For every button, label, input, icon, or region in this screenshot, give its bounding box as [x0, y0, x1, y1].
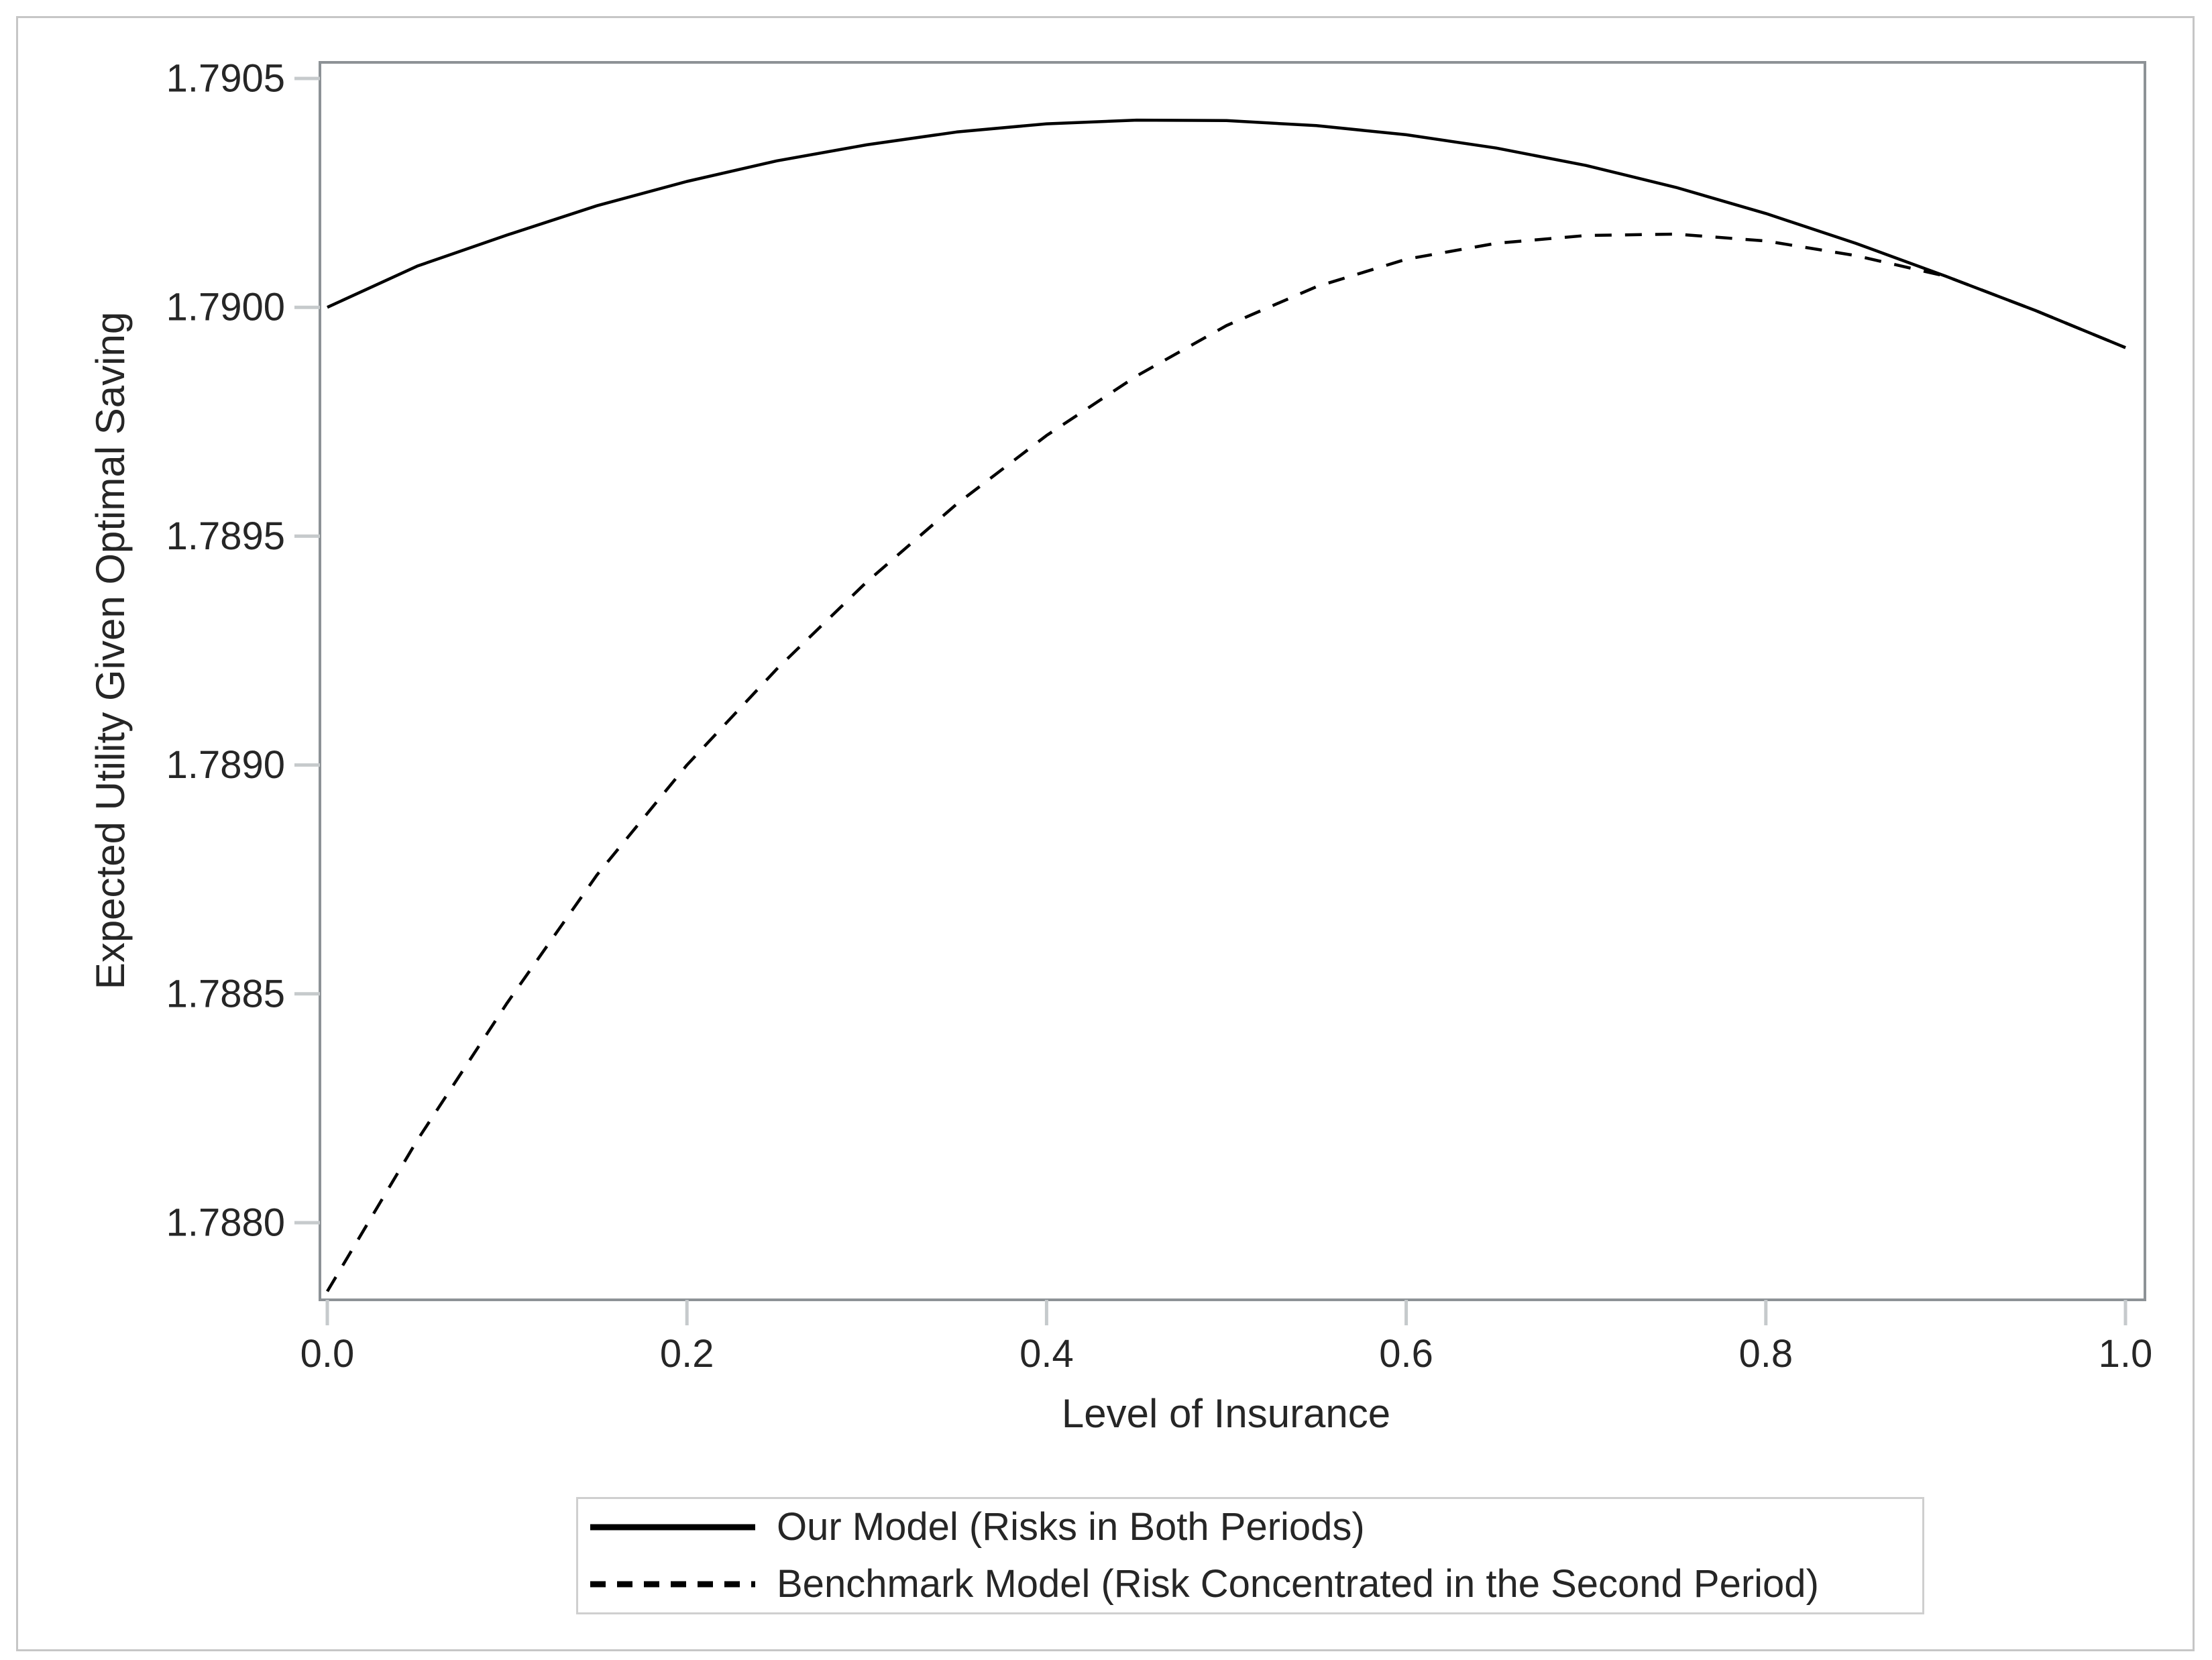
y-axis-tick-label: 1.7885	[166, 972, 285, 1015]
axis-tick-labels: 1.7880 1.7885 1.7890 1.7895 1.7900 1.7905 0.0 0…	[166, 57, 2153, 1376]
x-axis-tick-label: 0.6	[1379, 1332, 1433, 1376]
y-axis-tick-label: 1.7895	[166, 514, 285, 558]
y-axis-tick-label: 1.7905	[166, 57, 285, 101]
series-line-benchmark-model	[326, 232, 2126, 1292]
series-line-our-model	[327, 118, 2126, 349]
legend: Our Model (Risks in Both Periods) Benchm…	[576, 1497, 1924, 1614]
legend-item-our-model: Our Model (Risks in Both Periods)	[578, 1499, 1922, 1556]
series-lines	[326, 118, 2126, 1292]
y-axis-tick-label: 1.7900	[166, 286, 285, 329]
solid-line-swatch-icon	[590, 1524, 755, 1531]
dashed-line-swatch-icon	[590, 1581, 755, 1588]
legend-label: Benchmark Model (Risk Concentrated in th…	[777, 1561, 1819, 1606]
legend-item-benchmark-model: Benchmark Model (Risk Concentrated in th…	[578, 1556, 1922, 1613]
axis-ticks	[294, 76, 2127, 1325]
plot-frame	[319, 61, 2146, 1301]
x-axis-tick-label: 0.2	[660, 1332, 714, 1376]
legend-label: Our Model (Risks in Both Periods)	[777, 1505, 1365, 1549]
y-axis-tick-label: 1.7890	[166, 743, 285, 787]
x-axis-tick-label: 0.8	[1738, 1332, 1793, 1376]
x-axis-tick-label: 0.4	[1019, 1332, 1074, 1376]
x-axis-title: Level of Insurance	[1062, 1391, 1390, 1436]
y-axis-title: Expected Utility Given Optimal Saving	[88, 312, 133, 989]
y-axis-tick-label: 1.7880	[166, 1201, 285, 1245]
x-axis-tick-label: 1.0	[2099, 1332, 2153, 1376]
x-axis-tick-label: 0.0	[300, 1332, 355, 1376]
